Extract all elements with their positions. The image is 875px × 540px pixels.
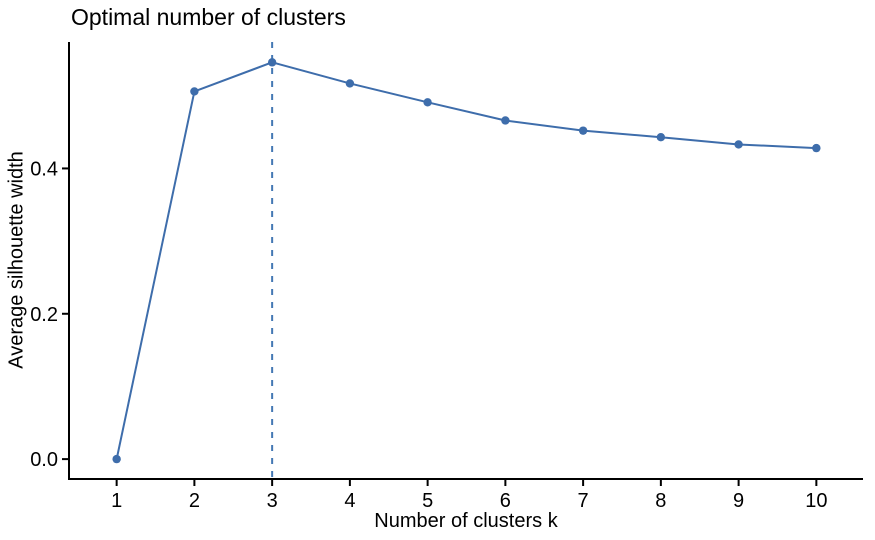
data-point-k1 bbox=[112, 454, 121, 464]
y-tick-label-0.0: 0.0 bbox=[30, 449, 58, 471]
x-tick-label-3: 3 bbox=[267, 490, 278, 512]
x-tick-label-1: 1 bbox=[111, 490, 122, 512]
y-axis-title: Average silhouette width bbox=[5, 151, 28, 369]
data-point-k10 bbox=[812, 143, 821, 153]
data-point-k6 bbox=[501, 116, 510, 125]
data-point-k9 bbox=[734, 140, 743, 149]
chart-title: Optimal number of clusters bbox=[71, 4, 346, 30]
x-tick-label-7: 7 bbox=[578, 490, 589, 512]
x-tick-label-8: 8 bbox=[655, 490, 666, 512]
x-tick-label-9: 9 bbox=[733, 490, 744, 512]
data-point-k5 bbox=[423, 98, 432, 107]
x-tick-label-2: 2 bbox=[189, 490, 200, 512]
data-point-k4 bbox=[345, 79, 355, 88]
x-tick-label-10: 10 bbox=[805, 490, 827, 512]
y-tick-label-0.2: 0.2 bbox=[30, 304, 58, 326]
x-axis-title: Number of clusters k bbox=[374, 510, 558, 532]
data-point-k2 bbox=[190, 87, 199, 96]
data-point-k3 bbox=[267, 58, 277, 67]
data-point-k8 bbox=[656, 132, 666, 142]
x-tick-label-4: 4 bbox=[344, 490, 355, 512]
data-point-k7 bbox=[578, 126, 588, 135]
x-tick-label-5: 5 bbox=[422, 490, 433, 512]
y-tick-label-0.4: 0.4 bbox=[30, 158, 58, 180]
silhouette-line bbox=[115, 61, 818, 461]
x-tick-label-6: 6 bbox=[500, 490, 511, 512]
